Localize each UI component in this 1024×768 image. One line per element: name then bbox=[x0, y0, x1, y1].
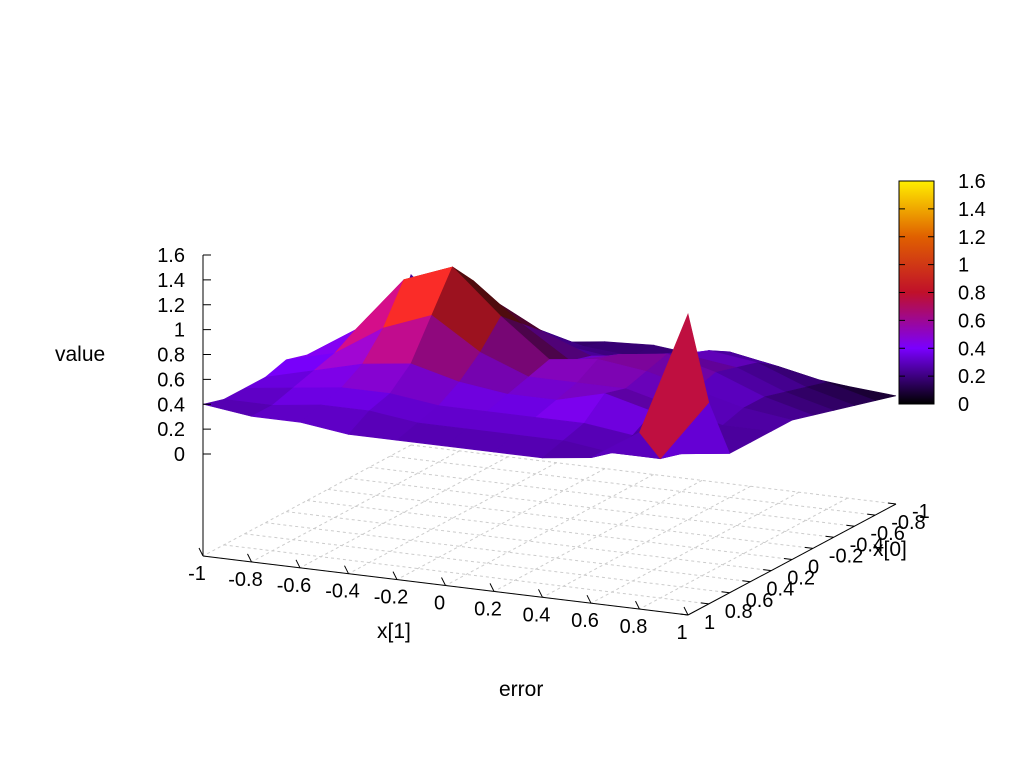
x1-tick-label: -0.6 bbox=[277, 575, 311, 597]
z-tick-label: 0.2 bbox=[157, 419, 185, 441]
colorbar-tick-label: 0.6 bbox=[958, 310, 986, 332]
grid-line-x0 bbox=[306, 500, 793, 560]
x1-tick bbox=[635, 600, 640, 610]
x0-tick bbox=[783, 558, 793, 560]
grid-line-x0 bbox=[327, 488, 813, 549]
x1-tick bbox=[441, 577, 446, 586]
x0-tick bbox=[887, 502, 897, 505]
surface bbox=[202, 266, 897, 460]
colorbar-tick-label: 1.2 bbox=[958, 227, 986, 249]
grid-line-x1 bbox=[493, 479, 703, 592]
colorbar-tick-label: 1.6 bbox=[958, 171, 986, 193]
x1-tick bbox=[538, 589, 543, 598]
grid-line-x1 bbox=[445, 474, 654, 586]
z-tick-label: 1.4 bbox=[157, 270, 185, 292]
z-axis-label: value bbox=[55, 343, 105, 366]
z-tick-label: 0.4 bbox=[157, 394, 185, 416]
x0-tick-label: 0.2 bbox=[787, 568, 815, 590]
grid-line-x0 bbox=[390, 455, 876, 516]
x0-tick bbox=[846, 524, 855, 527]
grid-line-x0 bbox=[286, 511, 772, 572]
x1-tick-label: -1 bbox=[188, 563, 206, 585]
colorbar-tick-label: 0.4 bbox=[958, 338, 986, 360]
x1-tick bbox=[683, 606, 689, 616]
chart-title: error bbox=[499, 678, 543, 701]
z-tick-label: 0.6 bbox=[157, 369, 185, 391]
axes: 00.20.40.60.811.21.41.6-1 -0.8 -0.6 -0.4 -0.… bbox=[157, 245, 930, 644]
x1-tick-label: -0.2 bbox=[374, 587, 408, 609]
colorbar-tick-label: 0 bbox=[958, 394, 969, 416]
z-tick-label: 1.2 bbox=[157, 295, 185, 317]
x0-tick-label: -0.8 bbox=[891, 512, 925, 534]
x1-tick bbox=[392, 571, 398, 580]
x1-tick-label: 0.2 bbox=[474, 598, 502, 620]
z-tick-label: 0 bbox=[174, 444, 185, 466]
x0-tick-label: 0 bbox=[808, 557, 819, 579]
x1-tick-label: -0.8 bbox=[228, 569, 262, 591]
x0-tick-label: -0.2 bbox=[829, 545, 863, 567]
x0-tick bbox=[679, 613, 689, 616]
x0-tick-label: 0.8 bbox=[725, 601, 753, 623]
x0-tick bbox=[700, 602, 709, 605]
x1-tick-label: 1 bbox=[676, 622, 687, 644]
x0-tick bbox=[867, 513, 876, 516]
x1-tick-label: -0.4 bbox=[325, 581, 359, 603]
x0-tick-label: 0.4 bbox=[766, 579, 794, 601]
x0-tick bbox=[742, 580, 751, 583]
x1-tick bbox=[198, 547, 204, 557]
x1-tick bbox=[586, 594, 592, 604]
x0-tick-label: -0.4 bbox=[850, 534, 884, 556]
x1-tick-label: 0 bbox=[434, 593, 445, 615]
x0-tick-label: 0.6 bbox=[746, 590, 774, 612]
grid-line-x0 bbox=[369, 466, 855, 527]
x1-tick-label: 0.4 bbox=[523, 604, 551, 626]
x1-tick bbox=[247, 553, 252, 563]
colorbar: 0 0.2 0.4 0.6 0.8 1 1.2 1.4 1.6 bbox=[898, 171, 986, 416]
z-tick-label: 1.6 bbox=[157, 245, 185, 267]
z-tick-label: 1 bbox=[174, 320, 185, 342]
grid-line-x1 bbox=[396, 468, 606, 581]
x-axis-label: x[1] bbox=[377, 620, 411, 643]
x1-tick bbox=[489, 583, 495, 592]
x0-tick bbox=[804, 546, 813, 549]
colorbar-tick-label: 0.8 bbox=[958, 283, 986, 305]
x0-tick bbox=[763, 569, 772, 572]
x0-tick-label: -1 bbox=[912, 501, 930, 523]
z-tick-label: 0.8 bbox=[157, 345, 185, 367]
colorbar-tick-label: 1 bbox=[958, 255, 969, 277]
x0-tick bbox=[721, 591, 730, 594]
x1-tick-label: 0.8 bbox=[620, 616, 648, 638]
surface-patch bbox=[639, 312, 710, 460]
colorbar-tick-label: 1.4 bbox=[958, 199, 986, 221]
x0-tick bbox=[825, 535, 834, 538]
x0-tick-label: 1 bbox=[704, 612, 715, 634]
grid-line-x0 bbox=[348, 477, 834, 538]
colorbar-tick-label: 0.2 bbox=[958, 366, 986, 388]
x0-tick-label: -0.6 bbox=[870, 523, 904, 545]
y-axis-label: x[0] bbox=[873, 538, 907, 561]
x1-tick bbox=[344, 565, 349, 574]
x1-tick bbox=[295, 559, 301, 569]
x1-tick-label: 0.6 bbox=[571, 610, 599, 632]
